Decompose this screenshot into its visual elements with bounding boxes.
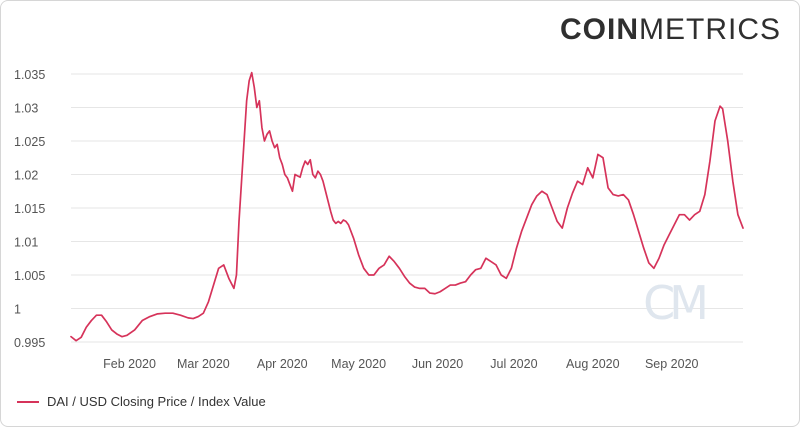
- series-layer: [70, 71, 744, 342]
- legend-label: DAI / USD Closing Price / Index Value: [47, 394, 266, 409]
- x-tick-label: Sep 2020: [645, 357, 699, 371]
- y-tick-label: 1: [14, 303, 21, 317]
- x-tick-label: Jul 2020: [490, 357, 537, 371]
- y-axis-ticks: 0.995 1 1.005 1.01 1.015 1.02 1.025 1.03 1.035: [14, 68, 45, 350]
- y-tick-label: 0.995: [14, 336, 45, 350]
- x-tick-label: May 2020: [331, 357, 386, 371]
- cm-watermark: CM: [643, 276, 705, 330]
- x-tick-label: Feb 2020: [103, 357, 156, 371]
- coinmetrics-logo: COINMETRICS: [560, 13, 781, 47]
- x-tick-label: Apr 2020: [257, 357, 308, 371]
- logo-text-metrics: METRICS: [639, 13, 781, 46]
- y-tick-label: 1.025: [14, 135, 45, 149]
- legend[interactable]: DAI / USD Closing Price / Index Value: [17, 394, 266, 409]
- x-axis-ticks: Feb 2020 Mar 2020 Apr 2020 May 2020 Jun 2020…: [103, 357, 698, 371]
- y-tick-label: 1.03: [14, 102, 38, 116]
- grid-lines: [71, 73, 743, 343]
- y-tick-label: 1.01: [14, 236, 38, 250]
- legend-swatch: [17, 400, 39, 403]
- y-tick-label: 1.015: [14, 202, 45, 216]
- y-tick-label: 1.005: [14, 269, 45, 283]
- x-tick-label: Jun 2020: [412, 357, 463, 371]
- y-tick-label: 1.02: [14, 169, 38, 183]
- x-tick-label: Mar 2020: [177, 357, 230, 371]
- y-tick-label: 1.035: [14, 68, 45, 82]
- x-tick-label: Aug 2020: [566, 357, 620, 371]
- logo-text-coin: COIN: [560, 13, 639, 46]
- series-line-dai-usd[interactable]: [70, 71, 744, 342]
